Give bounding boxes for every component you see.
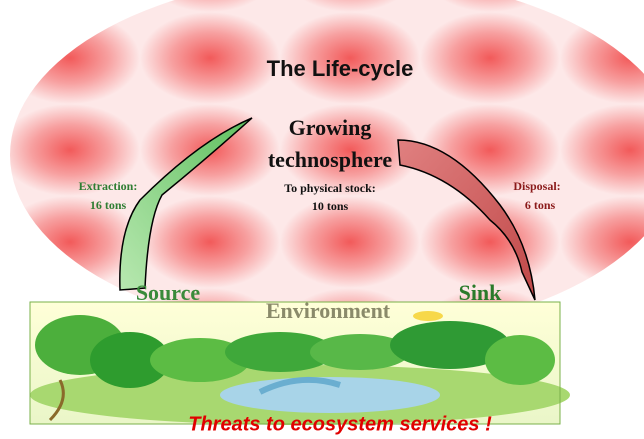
flow-label: Extraction:: [79, 179, 138, 193]
sink-label: Sink: [459, 280, 503, 305]
flow-label: Disposal:: [513, 179, 560, 193]
environment-label: Environment: [266, 298, 391, 323]
flow-amount: 16 tons: [90, 198, 127, 212]
title: The Life-cycle: [267, 56, 414, 81]
stock-label: To physical stock:: [284, 181, 376, 195]
stock-amount: 10 tons: [312, 199, 349, 213]
slide: The Life-cycle Growing technosphere To p…: [0, 0, 644, 439]
sun-dot: [413, 311, 443, 321]
technosphere-label: Growing: [289, 115, 372, 140]
technosphere-label: technosphere: [268, 147, 392, 172]
flow-amount: 6 tons: [525, 198, 556, 212]
footer: Threats to ecosystem services !: [188, 413, 492, 435]
source-label: Source: [136, 280, 201, 305]
